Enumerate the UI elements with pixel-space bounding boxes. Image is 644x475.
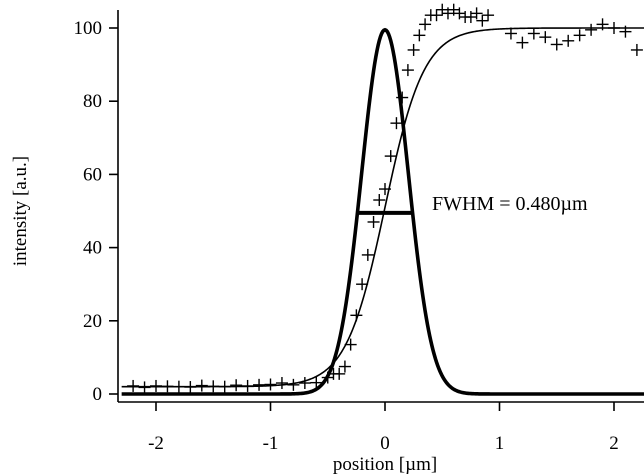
data-point xyxy=(596,18,609,31)
data-point xyxy=(264,378,277,391)
y-tick-label: 0 xyxy=(93,384,103,405)
data-point xyxy=(396,91,409,104)
data-point xyxy=(310,376,323,389)
axes xyxy=(117,10,644,403)
x-tick-label: 2 xyxy=(609,433,619,454)
data-point xyxy=(218,380,231,393)
data-point xyxy=(195,379,208,392)
fwhm-annotation: FWHM = 0.480µm xyxy=(432,193,588,215)
data-point xyxy=(470,7,483,20)
plot-area xyxy=(121,3,644,396)
data-point xyxy=(516,36,529,49)
data-point xyxy=(138,381,151,394)
data-point xyxy=(585,23,598,36)
data-point xyxy=(350,309,363,322)
y-tick-label: 100 xyxy=(74,18,103,39)
data-point xyxy=(356,278,369,291)
y-tick-label: 80 xyxy=(83,91,102,112)
data-point xyxy=(150,379,162,392)
data-point xyxy=(550,38,563,51)
data-point xyxy=(504,27,517,40)
data-point xyxy=(419,18,432,31)
data-point xyxy=(127,379,140,392)
data-point xyxy=(482,9,495,22)
data-point xyxy=(241,379,254,392)
data-point xyxy=(430,9,443,22)
data-point xyxy=(333,367,346,380)
data-point xyxy=(407,43,420,56)
data-point xyxy=(384,150,397,163)
tick-marks: 0 20 40 60 80 100 -2 -1 0 1 2 xyxy=(74,18,619,454)
data-point xyxy=(230,379,243,392)
data-point xyxy=(390,117,403,130)
x-tick-label: -1 xyxy=(263,433,279,454)
gaussian-curve xyxy=(121,27,644,396)
data-point xyxy=(361,248,374,261)
data-point xyxy=(539,31,552,44)
x-axis-title: position [µm] xyxy=(333,454,437,475)
data-point xyxy=(161,380,174,393)
y-tick-label: 60 xyxy=(83,164,102,185)
data-point xyxy=(172,380,185,393)
data-point xyxy=(367,215,380,228)
x-tick-label: 1 xyxy=(495,433,505,454)
data-point xyxy=(527,27,540,40)
data-point xyxy=(287,378,300,391)
data-point xyxy=(608,22,620,34)
data-point xyxy=(562,34,575,47)
x-tick-label: -2 xyxy=(148,433,164,454)
data-point xyxy=(379,183,391,196)
data-point xyxy=(344,338,357,351)
y-axis-title: intensity [a.u.] xyxy=(10,156,31,266)
data-point xyxy=(338,360,351,373)
y-tick-label: 20 xyxy=(83,311,102,332)
y-tick-label: 40 xyxy=(83,238,102,259)
data-point xyxy=(275,377,288,390)
data-point xyxy=(401,64,414,77)
data-point xyxy=(184,381,197,394)
data-point xyxy=(298,377,311,390)
data-point xyxy=(619,25,632,38)
data-point xyxy=(573,29,586,42)
data-point xyxy=(207,380,220,393)
data-point xyxy=(630,43,643,56)
data-point xyxy=(253,378,266,391)
data-point xyxy=(373,194,386,207)
x-tick-label: 0 xyxy=(380,433,390,454)
data-point xyxy=(476,14,489,27)
data-point xyxy=(413,29,426,42)
